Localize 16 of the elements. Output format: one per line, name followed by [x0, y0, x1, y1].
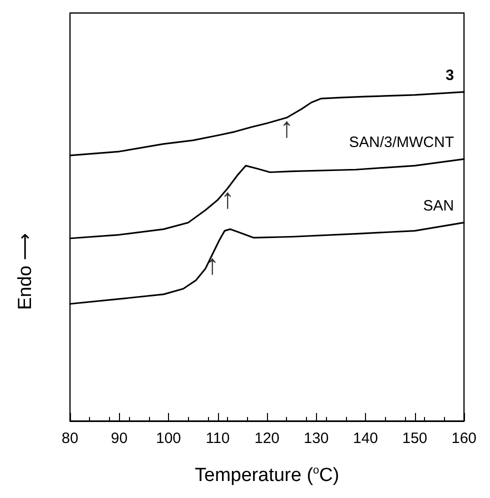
- x-tick-label: 90: [110, 430, 128, 447]
- series-label: SAN/3/MWCNT: [349, 134, 454, 152]
- x-tick-label: 150: [402, 430, 428, 447]
- series-label: SAN: [423, 198, 454, 215]
- annotation: ↑: [205, 249, 220, 280]
- x-tick-label: 160: [451, 430, 477, 447]
- x-tick-label: 80: [62, 430, 78, 447]
- x-tick-label: 130: [304, 430, 329, 447]
- annotation: ↑: [220, 182, 235, 214]
- x-tick-label: 100: [156, 430, 182, 447]
- x-tick-label: 110: [206, 430, 230, 447]
- x-tick-label: 140: [352, 430, 378, 447]
- annotation: ↑: [280, 112, 294, 144]
- x-tick-label: 120: [254, 430, 280, 447]
- series-label: 3: [446, 66, 454, 84]
- y-axis-title: Endo ⟶: [15, 233, 36, 310]
